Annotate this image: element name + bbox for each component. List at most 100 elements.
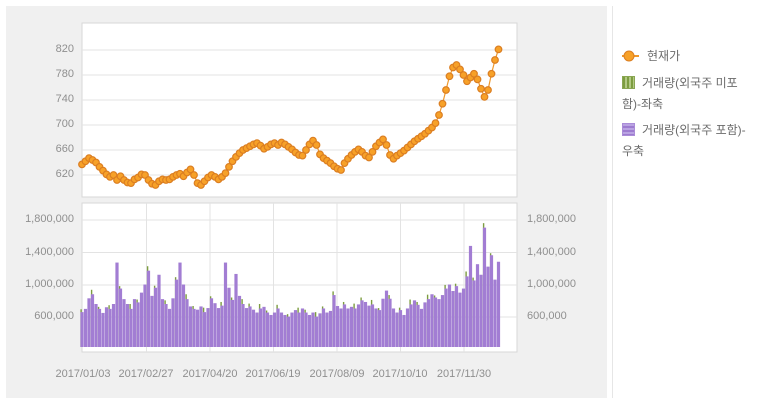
volume-bar[interactable]	[346, 308, 350, 347]
volume-bar[interactable]	[227, 287, 231, 347]
volume-bar[interactable]	[356, 304, 361, 347]
price-marker[interactable]	[459, 71, 468, 79]
volume-bar[interactable]	[300, 308, 305, 347]
volume-bar[interactable]	[276, 308, 280, 347]
price-marker[interactable]	[298, 151, 307, 160]
volume-bar[interactable]	[178, 262, 182, 347]
volume-bar[interactable]	[349, 306, 354, 347]
volume-bar[interactable]	[395, 312, 399, 347]
volume-bar[interactable]	[87, 298, 91, 347]
volume-bar[interactable]	[213, 303, 217, 347]
volume-bar[interactable]	[94, 304, 98, 347]
volume-bar[interactable]	[122, 299, 126, 347]
volume-bar[interactable]	[206, 308, 210, 347]
volume-bar[interactable]	[332, 295, 336, 347]
price-marker[interactable]	[487, 69, 496, 78]
price-marker[interactable]	[186, 165, 195, 174]
volume-bar[interactable]	[304, 312, 308, 347]
price-marker[interactable]	[379, 135, 387, 144]
volume-bar[interactable]	[108, 308, 112, 347]
volume-bar[interactable]	[234, 273, 238, 347]
volume-bar[interactable]	[290, 312, 294, 347]
volume-bar[interactable]	[367, 305, 371, 347]
volume-bar[interactable]	[195, 309, 200, 347]
volume-bar[interactable]	[101, 312, 105, 347]
volume-bar[interactable]	[416, 304, 420, 347]
volume-bar[interactable]	[237, 295, 242, 347]
price-marker[interactable]	[435, 111, 443, 119]
volume-bar[interactable]	[468, 245, 473, 347]
price-marker[interactable]	[190, 171, 198, 179]
volume-bar[interactable]	[426, 299, 431, 347]
volume-bar[interactable]	[496, 261, 501, 347]
volume-bar[interactable]	[255, 312, 259, 347]
volume-bar[interactable]	[139, 292, 144, 347]
volume-bar[interactable]	[328, 310, 333, 347]
volume-bar[interactable]	[272, 312, 277, 347]
volume-bar[interactable]	[398, 310, 403, 347]
volume-bar[interactable]	[451, 291, 455, 347]
price-marker[interactable]	[494, 45, 503, 54]
volume-bar[interactable]	[192, 308, 196, 347]
volume-bar[interactable]	[248, 306, 252, 347]
volume-bar[interactable]	[370, 304, 375, 347]
volume-bar[interactable]	[220, 305, 224, 347]
volume-bar[interactable]	[384, 290, 389, 347]
volume-bar[interactable]	[409, 304, 413, 347]
volume-bar[interactable]	[181, 284, 186, 348]
volume-bar[interactable]	[157, 274, 161, 347]
volume-bar[interactable]	[283, 314, 287, 347]
volume-bar[interactable]	[423, 302, 427, 347]
price-marker[interactable]	[477, 84, 485, 93]
volume-bar[interactable]	[262, 306, 266, 347]
volume-bar[interactable]	[153, 287, 158, 347]
volume-bar[interactable]	[437, 299, 441, 347]
volume-bar[interactable]	[230, 299, 235, 347]
volume-bar[interactable]	[202, 312, 207, 347]
volume-bar[interactable]	[104, 307, 109, 347]
volume-bar[interactable]	[388, 298, 392, 347]
volume-bar[interactable]	[419, 308, 424, 347]
volume-bar[interactable]	[171, 298, 175, 347]
volume-bar[interactable]	[325, 312, 329, 347]
volume-bar[interactable]	[244, 308, 249, 347]
volume-bar[interactable]	[465, 276, 469, 347]
volume-bar[interactable]	[125, 304, 130, 347]
volume-bar[interactable]	[146, 270, 151, 347]
volume-bar[interactable]	[118, 288, 123, 347]
volume-bar[interactable]	[405, 308, 410, 347]
volume-bar[interactable]	[199, 306, 203, 347]
volume-bar[interactable]	[160, 299, 165, 347]
volume-bar[interactable]	[90, 294, 95, 347]
volume-bar[interactable]	[339, 308, 343, 347]
volume-bar[interactable]	[335, 306, 340, 347]
volume-bar[interactable]	[216, 308, 221, 347]
volume-bar[interactable]	[188, 306, 193, 347]
price-marker[interactable]	[445, 72, 454, 81]
volume-bar[interactable]	[433, 297, 438, 348]
volume-bar[interactable]	[269, 314, 273, 347]
volume-bar[interactable]	[83, 308, 88, 347]
price-marker[interactable]	[470, 69, 478, 78]
price-marker[interactable]	[365, 153, 373, 162]
price-marker[interactable]	[431, 119, 440, 128]
volume-bar[interactable]	[430, 294, 434, 347]
volume-bar[interactable]	[391, 308, 396, 347]
volume-bar[interactable]	[223, 262, 228, 347]
volume-bar[interactable]	[402, 314, 406, 347]
price-marker[interactable]	[225, 162, 233, 171]
volume-bar[interactable]	[279, 312, 284, 347]
volume-bar[interactable]	[265, 312, 270, 347]
volume-bar[interactable]	[164, 304, 168, 347]
volume-bar[interactable]	[447, 284, 452, 348]
volume-bar[interactable]	[321, 308, 326, 347]
volume-bar[interactable]	[143, 284, 147, 348]
volume-bar[interactable]	[360, 300, 364, 347]
volume-bar[interactable]	[286, 316, 291, 347]
legend-item-price[interactable]: 현재가	[622, 46, 752, 69]
volume-bar[interactable]	[377, 310, 382, 347]
volume-bar[interactable]	[472, 280, 476, 347]
volume-bar[interactable]	[132, 299, 137, 347]
volume-bar[interactable]	[241, 304, 245, 347]
price-marker[interactable]	[491, 56, 499, 64]
